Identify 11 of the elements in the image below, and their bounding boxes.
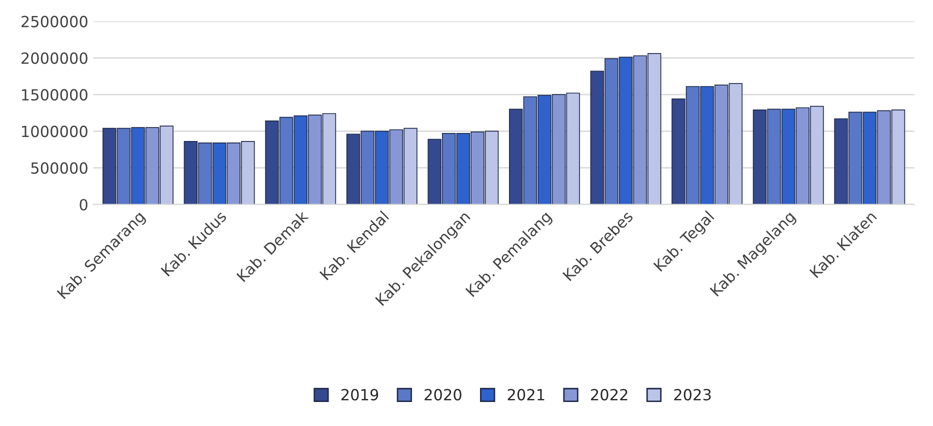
legend-label: 2020 bbox=[424, 388, 462, 400]
y-tick-label: 1000000 bbox=[22, 126, 88, 138]
y-tick-label: 500000 bbox=[31, 162, 88, 174]
legend-label: 2019 bbox=[341, 388, 378, 400]
y-tick-label: 1500000 bbox=[22, 89, 88, 101]
legend-label: 2021 bbox=[508, 388, 544, 400]
y-tick-label: 2500000 bbox=[22, 16, 88, 28]
y-tick-label: 2000000 bbox=[22, 52, 88, 64]
y-tick-label: 0 bbox=[80, 198, 88, 210]
legend-label: 2022 bbox=[591, 388, 628, 400]
legend-label: 2023 bbox=[674, 388, 711, 400]
